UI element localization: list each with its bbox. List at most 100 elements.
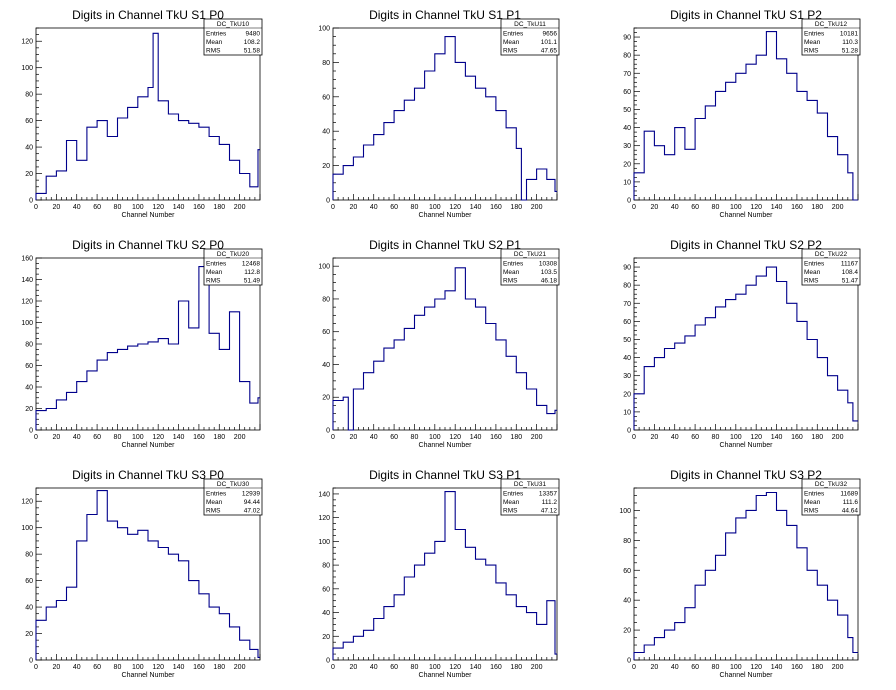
y-tick-label: 0 bbox=[29, 198, 33, 205]
y-tick-label: 60 bbox=[25, 578, 33, 585]
y-tick-label: 20 bbox=[623, 161, 631, 168]
y-tick-label: 20 bbox=[322, 395, 330, 402]
chart-title: Digits in Channel TkU S1 P0 bbox=[72, 8, 224, 22]
stats-mean-value: 108.4 bbox=[842, 269, 859, 276]
x-tick-label: 80 bbox=[712, 664, 720, 671]
x-tick-label: 80 bbox=[712, 434, 720, 441]
x-tick-label: 180 bbox=[510, 664, 522, 671]
x-tick-label: 60 bbox=[691, 434, 699, 441]
y-tick-label: 0 bbox=[627, 198, 631, 205]
histogram-series-line bbox=[332, 491, 557, 660]
y-tick-label: 0 bbox=[326, 428, 330, 435]
stats-rms-label: RMS bbox=[804, 508, 819, 515]
y-tick-label: 80 bbox=[25, 342, 33, 349]
x-axis-label: Channel Number bbox=[122, 212, 176, 219]
x-tick-label: 60 bbox=[390, 434, 398, 441]
x-tick-label: 140 bbox=[771, 204, 783, 211]
stats-rms-value: 44.64 bbox=[842, 508, 859, 515]
x-tick-label: 160 bbox=[490, 434, 502, 441]
x-tick-label: 80 bbox=[712, 204, 720, 211]
stats-box bbox=[203, 478, 263, 516]
stats-mean-label: Mean bbox=[503, 39, 520, 46]
y-tick-label: 10 bbox=[623, 179, 631, 186]
x-tick-label: 100 bbox=[429, 434, 441, 441]
x-tick-label: 0 bbox=[34, 434, 38, 441]
stats-rms-value: 51.47 bbox=[842, 278, 859, 285]
y-tick-label: 70 bbox=[623, 301, 631, 308]
stats-entries-value: 12468 bbox=[242, 261, 260, 268]
y-tick-label: 100 bbox=[318, 26, 330, 33]
stats-name: DC_TkU32 bbox=[815, 481, 848, 488]
y-tick-label: 80 bbox=[623, 283, 631, 290]
stats-box bbox=[203, 18, 263, 56]
x-tick-label: 80 bbox=[114, 204, 122, 211]
x-axis-label: Channel Number bbox=[419, 672, 473, 679]
stats-entries-value: 12939 bbox=[242, 491, 260, 498]
stats-entries-label: Entries bbox=[503, 491, 524, 498]
stats-box bbox=[203, 248, 263, 286]
x-tick-label: 100 bbox=[429, 204, 441, 211]
x-tick-label: 100 bbox=[730, 204, 742, 211]
y-tick-label: 40 bbox=[623, 125, 631, 132]
stats-rms-value: 51.28 bbox=[842, 48, 859, 55]
y-tick-label: 60 bbox=[322, 586, 330, 593]
x-tick-label: 160 bbox=[490, 664, 502, 671]
histogram-series-line bbox=[35, 32, 260, 200]
y-tick-label: 120 bbox=[21, 299, 33, 306]
y-tick-label: 60 bbox=[623, 89, 631, 96]
x-tick-label: 20 bbox=[349, 664, 357, 671]
histogram-series-line bbox=[332, 267, 557, 431]
stats-entries-label: Entries bbox=[503, 261, 524, 268]
stats-rms-label: RMS bbox=[206, 278, 221, 285]
y-tick-label: 30 bbox=[623, 373, 631, 380]
y-tick-label: 120 bbox=[21, 39, 33, 46]
x-axis-label: Channel Number bbox=[720, 212, 774, 219]
x-tick-label: 200 bbox=[832, 434, 844, 441]
stats-mean-value: 111.6 bbox=[843, 499, 859, 506]
x-tick-label: 80 bbox=[411, 664, 419, 671]
stats-rms-label: RMS bbox=[804, 48, 819, 55]
stats-entries-label: Entries bbox=[206, 491, 227, 498]
stats-mean-value: 111.2 bbox=[542, 499, 558, 506]
y-tick-label: 100 bbox=[21, 525, 33, 532]
histogram-panel: Digits in Channel TkU S3 P1 0 20 40 60 80 100 1… bbox=[318, 468, 560, 679]
stats-mean-label: Mean bbox=[206, 269, 223, 276]
y-tick-label: 90 bbox=[623, 35, 631, 42]
x-tick-label: 200 bbox=[832, 664, 844, 671]
x-tick-label: 100 bbox=[730, 664, 742, 671]
x-tick-label: 100 bbox=[730, 434, 742, 441]
y-tick-label: 120 bbox=[21, 499, 33, 506]
stats-mean-value: 103.5 bbox=[541, 269, 558, 276]
x-axis-label: Channel Number bbox=[720, 672, 774, 679]
y-tick-label: 100 bbox=[318, 539, 330, 546]
chart-title: Digits in Channel TkU S2 P1 bbox=[369, 238, 521, 252]
stats-rms-value: 47.02 bbox=[244, 508, 261, 515]
histogram-series-line bbox=[633, 266, 858, 430]
histogram-panel: Digits in Channel TkU S3 P0 0 20 40 60 80 100 1… bbox=[21, 468, 263, 679]
stats-mean-value: 94.44 bbox=[244, 499, 261, 506]
x-tick-label: 140 bbox=[470, 204, 482, 211]
x-tick-label: 80 bbox=[411, 204, 419, 211]
stats-entries-value: 11689 bbox=[840, 491, 858, 498]
x-tick-label: 40 bbox=[73, 204, 81, 211]
histogram-panel: Digits in Channel TkU S1 P20 20 40 60 80 100 1… bbox=[623, 8, 861, 219]
y-tick-label: 0 bbox=[627, 428, 631, 435]
x-tick-label: 60 bbox=[691, 664, 699, 671]
histogram-series-line bbox=[35, 490, 260, 660]
x-axis-label: Channel Number bbox=[122, 442, 176, 449]
x-tick-label: 160 bbox=[791, 204, 803, 211]
x-tick-label: 100 bbox=[132, 434, 144, 441]
x-tick-label: 20 bbox=[349, 434, 357, 441]
x-tick-label: 60 bbox=[390, 204, 398, 211]
y-tick-label: 20 bbox=[25, 406, 33, 413]
stats-box bbox=[500, 478, 560, 516]
y-tick-label: 40 bbox=[623, 355, 631, 362]
x-tick-label: 160 bbox=[193, 204, 205, 211]
x-tick-label: 20 bbox=[650, 664, 658, 671]
stats-entries-value: 11167 bbox=[841, 261, 858, 268]
x-axis-label: Channel Number bbox=[720, 442, 774, 449]
y-tick-label: 50 bbox=[623, 107, 631, 114]
x-tick-label: 40 bbox=[73, 664, 81, 671]
y-tick-label: 0 bbox=[627, 658, 631, 665]
x-tick-label: 160 bbox=[490, 204, 502, 211]
